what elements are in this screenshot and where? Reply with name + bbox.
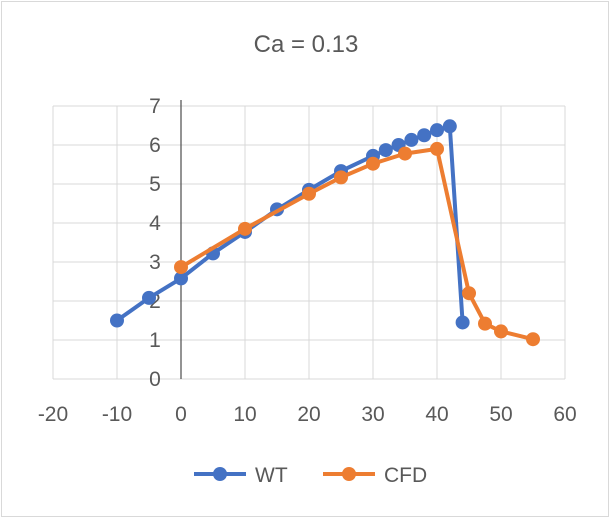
x-tick-label: -10 (102, 403, 132, 426)
legend: WT CFD (194, 464, 427, 487)
data-point-cfd (398, 146, 412, 161)
data-point-cfd (526, 332, 540, 347)
y-tick-label: 7 (149, 95, 161, 118)
y-tick-label: 4 (149, 212, 161, 235)
y-tick-label: 3 (149, 251, 161, 274)
data-point-cfd (238, 221, 252, 236)
y-tick-label: 0 (149, 368, 161, 391)
x-tick-label: 20 (297, 403, 320, 426)
legend-marker-cfd (342, 467, 356, 481)
x-tick-label: 40 (425, 403, 448, 426)
data-point-wt (378, 143, 393, 158)
x-tick-label: 60 (553, 403, 576, 426)
plot-series (110, 119, 540, 347)
y-tick-label: 6 (149, 134, 161, 157)
axes: 0 1 2 3 4 5 6 7 -20 -10 0 10 20 30 40 50 60 (38, 95, 577, 426)
x-tick-label: 30 (361, 403, 384, 426)
y-tick-label: 2 (149, 290, 161, 313)
legend-label-cfd: CFD (384, 464, 427, 487)
data-point-cfd (174, 260, 188, 275)
data-point-wt (442, 119, 457, 134)
data-point-cfd (430, 141, 444, 156)
x-tick-label: 10 (233, 403, 256, 426)
data-point-cfd (478, 316, 492, 331)
data-point-wt (430, 123, 444, 138)
legend-label-wt: WT (255, 464, 288, 487)
data-point-wt (142, 290, 156, 305)
chart-title: Ca = 0.13 (254, 31, 359, 58)
data-point-wt (110, 313, 124, 328)
data-point-cfd (334, 170, 348, 185)
series-line-cfd (179, 146, 535, 342)
data-point-cfd (366, 156, 380, 171)
x-tick-label: 0 (175, 403, 187, 426)
y-tick-label: 5 (149, 173, 161, 196)
gridlines (52, 105, 566, 380)
legend-marker-wt (213, 467, 227, 481)
data-point-cfd (494, 324, 508, 339)
data-point-wt (174, 271, 188, 286)
y-tick-label: 1 (149, 329, 161, 352)
data-point-cfd (462, 286, 476, 301)
data-point-wt (455, 315, 470, 330)
x-tick-label: -20 (38, 403, 68, 426)
x-tick-label: 50 (489, 403, 512, 426)
data-point-cfd (302, 186, 316, 201)
data-point-wt (417, 128, 432, 143)
data-point-wt (404, 132, 419, 147)
